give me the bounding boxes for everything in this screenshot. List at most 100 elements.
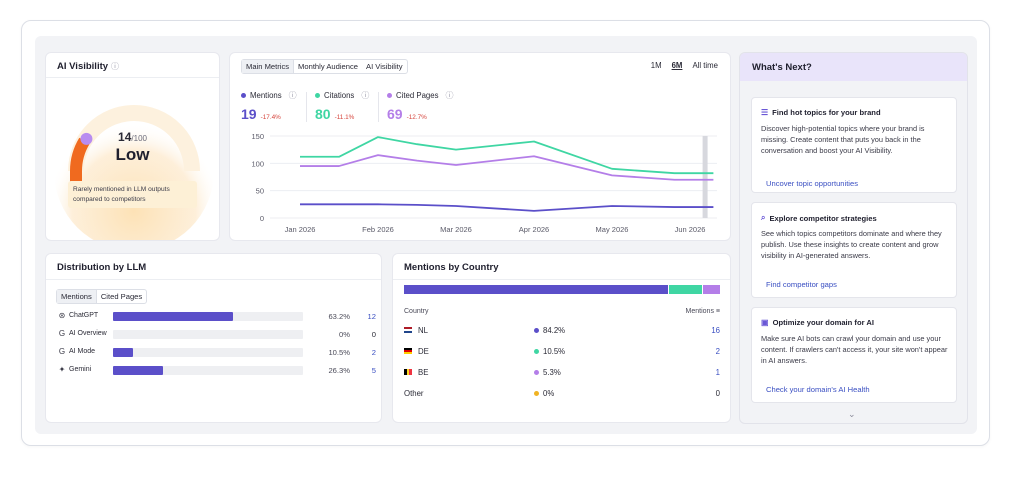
country-count[interactable]: 2	[715, 347, 720, 356]
share-dot	[534, 349, 539, 354]
share-segment	[669, 285, 703, 294]
col-country: Country	[404, 308, 429, 315]
tab-ai-visibility[interactable]: AI Visibility	[366, 62, 403, 71]
col-mentions[interactable]: Mentions ≡	[685, 308, 720, 315]
divider	[46, 77, 219, 78]
tab-cited-pages[interactable]: Cited Pages	[100, 292, 143, 301]
legend-dot	[315, 93, 320, 98]
llm-name: Gemini	[69, 366, 92, 373]
tip-description: Make sure AI bots can crawl your domain …	[761, 334, 948, 365]
country-row[interactable]: Other 0% 0	[404, 388, 720, 400]
metric-divider	[306, 92, 307, 122]
llm-count[interactable]: 12	[367, 312, 376, 321]
tip-action-link[interactable]: Check your domain's AI Health	[766, 385, 870, 394]
country-count[interactable]: 1	[715, 368, 720, 377]
y-tick-label: 150	[251, 132, 264, 141]
google-icon: G	[58, 347, 66, 356]
share-segment	[404, 285, 669, 294]
llm-row[interactable]: ⊛ ChatGPT 63.2% 12	[57, 311, 377, 323]
country-name: BE	[418, 368, 429, 377]
share-bar-track	[113, 312, 303, 321]
tip-title: Explore competitor strategies	[769, 213, 877, 223]
range-1m[interactable]: 1M	[650, 61, 662, 70]
divider	[393, 279, 730, 280]
tip-card: ⌕ Explore competitor strategies See which …	[751, 202, 957, 298]
legend-dot	[241, 93, 246, 98]
flag-icon	[404, 327, 412, 333]
series-line-citations	[300, 136, 714, 175]
x-tick-label: Jan 2026	[285, 225, 316, 234]
country-count[interactable]: 16	[711, 326, 720, 335]
share-bar-fill	[113, 348, 133, 357]
tip-description: Discover high-potential topics where you…	[761, 124, 925, 155]
share-bar-fill	[113, 312, 234, 321]
share-segment	[703, 285, 720, 294]
series-line-mentions	[300, 203, 714, 212]
country-share: 10.5%	[534, 347, 565, 356]
country-title: Mentions by Country	[404, 262, 499, 273]
whats-next-panel: What's Next? ☰ Find hot topics for your b…	[739, 52, 968, 424]
x-tick-label: Mar 2026	[440, 225, 472, 234]
sort-icon[interactable]: ≡	[715, 308, 720, 315]
y-tick-label: 0	[260, 214, 264, 223]
range-6m[interactable]: 6M	[671, 61, 683, 70]
tip-action-link[interactable]: Find competitor gaps	[766, 280, 837, 289]
time-range: 1M 6M All time	[651, 61, 718, 70]
share-dot	[534, 370, 539, 375]
info-icon[interactable]: ⓘ	[361, 91, 370, 100]
country-row[interactable]: DE 10.5% 2	[404, 346, 720, 358]
country-card: Mentions by Country Country Mentions ≡ N…	[392, 253, 731, 423]
country-share-bar	[404, 285, 720, 294]
tip-card: ▣ Optimize your domain for AI Make sure AI…	[751, 307, 957, 403]
x-tick-label: Jun 2026	[675, 225, 706, 234]
llm-row[interactable]: G AI Overview 0% 0	[57, 329, 377, 341]
country-row[interactable]: BE 5.3% 1	[404, 367, 720, 379]
ai-visibility-card: AI Visibility ⓘ 14/100 Low	[45, 52, 220, 241]
divider	[46, 279, 381, 280]
flag-icon	[404, 369, 413, 375]
series-line-cited-pages	[300, 154, 714, 181]
tip-action-link[interactable]: Uncover topic opportunities	[766, 179, 859, 188]
llm-row[interactable]: ✦ Gemini 26.3% 5	[57, 365, 377, 377]
tab-mentions[interactable]: Mentions	[57, 290, 97, 303]
llm-row[interactable]: G AI Mode 10.5% 2	[57, 347, 377, 359]
llm-count[interactable]: 5	[371, 366, 376, 375]
visibility-level: Low	[115, 145, 150, 164]
country-table-header: Country Mentions ≡	[404, 308, 720, 315]
tab-monthly-audience[interactable]: Monthly Audience	[298, 62, 358, 71]
gemini-icon: ✦	[58, 365, 66, 374]
visibility-note: Rarely mentioned in LLM outputs compared…	[68, 181, 197, 208]
share-bar-track	[113, 348, 303, 357]
country-count[interactable]: 0	[715, 389, 720, 398]
country-row[interactable]: NL 84.2% 16	[404, 325, 720, 337]
whats-next-header: What's Next?	[740, 53, 967, 81]
info-icon[interactable]: ⓘ	[445, 91, 454, 100]
tip-card: ☰ Find hot topics for your brand Discover …	[751, 97, 957, 193]
distribution-card: Distribution by LLM Mentions Cited Pages…	[45, 253, 382, 423]
share-bar-track	[113, 366, 303, 375]
google-icon: G	[58, 329, 66, 338]
country-name: Other	[404, 389, 424, 398]
llm-name: AI Mode	[69, 348, 96, 355]
metric-citations: Citations ⓘ 80 -11.1%	[315, 91, 370, 122]
llm-count[interactable]: 0	[371, 330, 376, 339]
share-bar-fill	[113, 366, 163, 375]
llm-count[interactable]: 2	[371, 348, 376, 357]
info-icon[interactable]: ⓘ	[111, 62, 120, 71]
metric-cited-pages: Cited Pages ⓘ 69 -12.7%	[387, 91, 454, 122]
info-icon[interactable]: ⓘ	[288, 91, 297, 100]
hover-band	[702, 136, 708, 218]
x-tick-label: May 2026	[596, 225, 629, 234]
chevron-down-icon[interactable]: ⌄	[848, 409, 856, 419]
range-all-time[interactable]: All time	[692, 61, 718, 70]
llm-share: 10.5%	[328, 348, 350, 357]
tab-main-metrics[interactable]: Main Metrics	[242, 60, 295, 73]
metrics-card: Main Metrics Monthly Audience AI Visibil…	[229, 52, 731, 241]
ai-visibility-title: AI Visibility ⓘ	[57, 61, 120, 72]
country-share: 84.2%	[534, 326, 565, 335]
distribution-tabs: Mentions Cited Pages	[56, 289, 148, 304]
share-dot	[534, 328, 539, 333]
metrics-line-chart: 0 50 100 150 Jan 2026 Feb 2026 Mar 2026 Apr 202…	[251, 132, 717, 234]
domain-icon: ▣	[761, 318, 769, 327]
flag-icon	[404, 348, 412, 354]
